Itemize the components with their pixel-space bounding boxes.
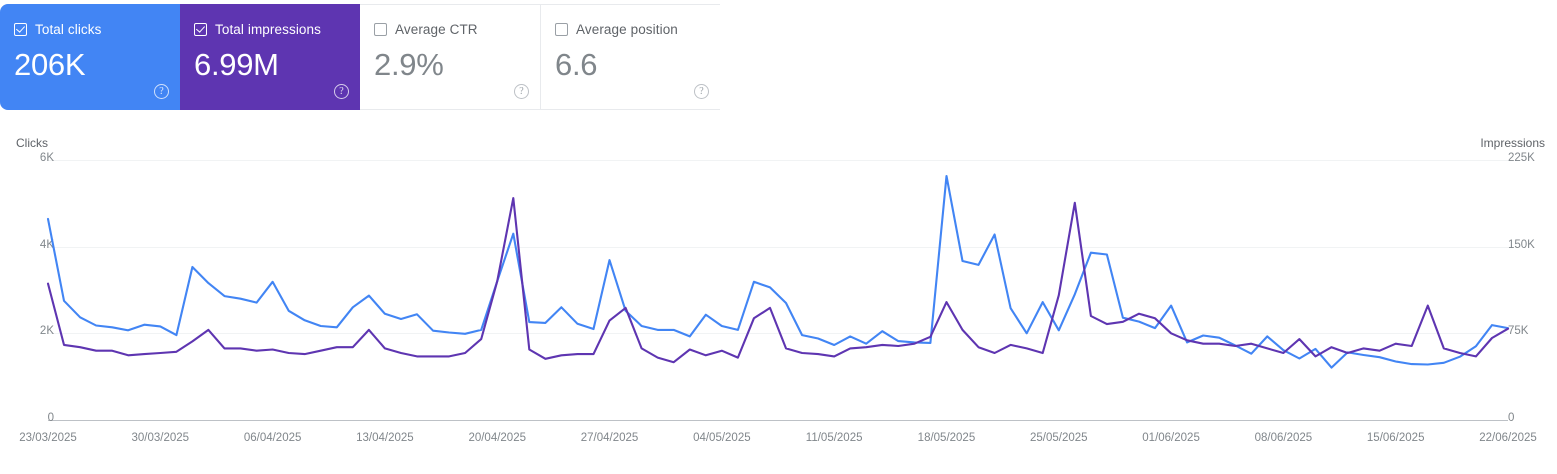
checkbox-average-ctr[interactable] xyxy=(374,22,387,36)
metric-card-average-ctr[interactable]: Average CTR 2.9% ? xyxy=(360,4,540,110)
metric-label-total-impressions: Total impressions xyxy=(215,21,321,37)
metric-label-total-clicks: Total clicks xyxy=(35,21,102,37)
x-tick-label: 11/05/2025 xyxy=(805,432,863,444)
right-tick-label: 150K xyxy=(1508,238,1535,251)
series-line-impressions xyxy=(46,197,1510,364)
help-icon[interactable]: ? xyxy=(334,84,349,99)
gridline xyxy=(48,333,1508,335)
x-tick-label: 18/05/2025 xyxy=(917,432,976,444)
metric-card-average-position[interactable]: Average position 6.6 ? xyxy=(540,4,720,110)
left-tick-label: 4K xyxy=(39,238,54,251)
checkbox-average-position[interactable] xyxy=(555,22,568,36)
gridline xyxy=(48,160,1508,161)
series-line-clicks xyxy=(46,174,1510,369)
metric-value-total-clicks: 206K xyxy=(14,47,86,82)
x-tick-label: 30/03/2025 xyxy=(131,432,190,444)
metric-label-average-ctr: Average CTR xyxy=(395,21,478,37)
metric-card-header: Average CTR xyxy=(374,21,526,37)
left-axis-title: Clicks xyxy=(16,136,48,150)
help-icon[interactable]: ? xyxy=(694,84,709,99)
x-tick-label: 13/04/2025 xyxy=(356,432,414,444)
metric-value-total-impressions: 6.99M xyxy=(194,47,279,82)
metric-card-total-impressions[interactable]: Total impressions 6.99M ? xyxy=(180,4,360,110)
metric-card-total-clicks[interactable]: Total clicks 206K ? xyxy=(0,4,180,110)
x-tick-label: 15/06/2025 xyxy=(1366,432,1425,444)
x-tick-label: 20/04/2025 xyxy=(468,432,526,444)
gridline xyxy=(48,246,1508,248)
metric-value-average-ctr: 2.9% xyxy=(374,47,444,82)
left-tick-label: 6K xyxy=(39,152,54,164)
x-tick-label: 27/04/2025 xyxy=(580,432,639,444)
right-tick-label: 225K xyxy=(1508,152,1535,164)
checkbox-total-clicks[interactable] xyxy=(14,22,27,36)
x-tick-label: 22/06/2025 xyxy=(1479,432,1537,444)
left-tick-label: 0 xyxy=(47,412,54,424)
checkbox-total-impressions[interactable] xyxy=(194,22,207,36)
left-tick-label: 2K xyxy=(39,325,54,338)
x-tick-label: 25/05/2025 xyxy=(1029,432,1088,444)
help-icon[interactable]: ? xyxy=(154,84,169,99)
right-tick-label: 0 xyxy=(1508,412,1515,424)
metric-label-average-position: Average position xyxy=(576,21,678,37)
right-tick-label: 75K xyxy=(1508,325,1529,338)
chart-plot-area xyxy=(46,174,1510,369)
performance-chart: Clicks Impressions 0 2K 4K 6K 0 75K 150K 225K … xyxy=(0,128,1557,474)
x-tick-label: 23/03/2025 xyxy=(19,432,77,444)
right-axis-title: Impressions xyxy=(1480,136,1545,150)
x-tick-label: 06/04/2025 xyxy=(243,432,302,444)
help-icon[interactable]: ? xyxy=(514,84,529,99)
x-tick-label: 08/06/2025 xyxy=(1254,432,1313,444)
x-axis-labels: 23/03/2025 30/03/2025 06/04/2025 13/04/2025… xyxy=(0,432,1557,454)
metric-card-header: Total impressions xyxy=(194,21,346,37)
metric-value-average-position: 6.6 xyxy=(555,47,598,82)
metric-card-header: Average position xyxy=(555,21,706,37)
x-tick-label: 01/06/2025 xyxy=(1142,432,1200,444)
metric-cards: Total clicks 206K ? Total impressions 6.… xyxy=(0,4,720,110)
x-tick-label: 04/05/2025 xyxy=(693,432,751,444)
axis-baseline xyxy=(48,420,1508,421)
metric-card-header: Total clicks xyxy=(14,21,166,37)
